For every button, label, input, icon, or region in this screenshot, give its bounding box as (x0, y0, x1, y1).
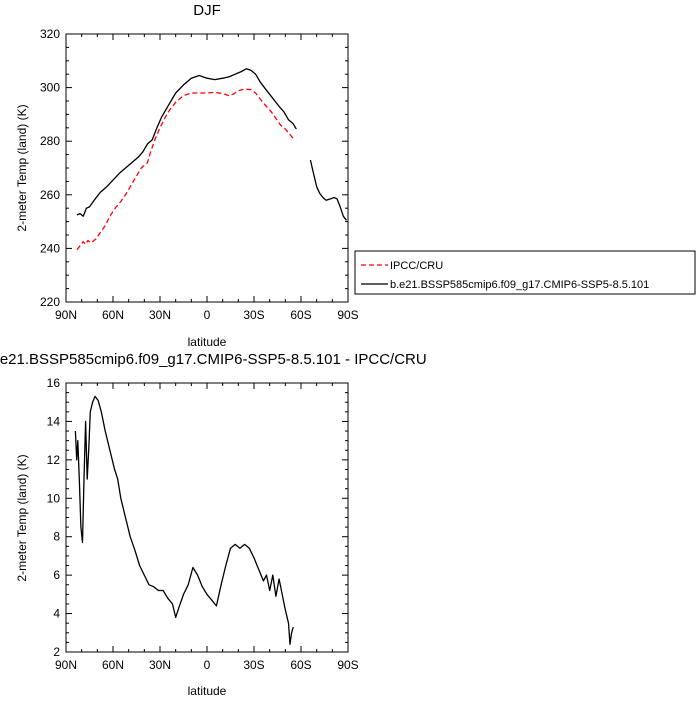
legend-label-ipcc-cru: IPCC/CRU (390, 260, 443, 272)
bottom-panel: b.e21.BSSP585cmip6.f09_g17.CMIP6-SSP5-8.… (0, 351, 427, 698)
bottom-y-tick-label: 16 (47, 376, 61, 390)
top-x-axis-label: latitude (188, 335, 227, 349)
top-y-tick-labels: 220 240 260 280 300 320 (40, 27, 348, 309)
top-series-line-0 (76, 88, 294, 251)
top-x-tick-labels: 90N 60N 30N 0 30S 60S 90S (55, 34, 359, 322)
legend-label-model: b.e21.BSSP585cmip6.f09_g17.CMIP6-SSP5-8.… (390, 279, 649, 291)
top-series-line-2 (309, 159, 347, 221)
bottom-y-tick-label: 8 (53, 530, 60, 544)
top-y-tick-label: 320 (40, 27, 60, 41)
top-y-tick-label: 240 (40, 241, 60, 255)
top-x-tick-label: 60S (290, 308, 311, 322)
bottom-y-tick-labels: 2 4 6 8 10 12 14 16 (47, 376, 348, 659)
bottom-series-lines (74, 395, 294, 645)
top-x-tick-label: 30N (149, 308, 171, 322)
top-x-tick-label: 30S (243, 308, 264, 322)
bottom-y-tick-label: 4 (53, 607, 60, 621)
bottom-x-tick-label: 30N (149, 658, 171, 672)
top-x-tick-label: 90S (337, 308, 358, 322)
bottom-x-tick-label: 90S (337, 658, 358, 672)
bottom-chart-title: b.e21.BSSP585cmip6.f09_g17.CMIP6-SSP5-8.… (0, 351, 427, 368)
top-y-tick-label: 260 (40, 188, 60, 202)
bottom-x-tick-label: 0 (204, 658, 211, 672)
bottom-y-tick-label: 14 (47, 414, 61, 428)
bottom-y-tick-label: 6 (53, 568, 60, 582)
bottom-y-tick-label: 10 (47, 491, 61, 505)
bottom-y-tick-label: 2 (53, 645, 60, 659)
bottom-y-axis-label: 2-meter Temp (land) (K) (15, 454, 29, 581)
bottom-x-tick-labels: 90N 60N 30N 0 30S 60S 90S (55, 383, 359, 672)
bottom-x-tick-label: 30S (243, 658, 264, 672)
legend-box (354, 250, 696, 295)
bottom-x-tick-label: 90N (55, 658, 77, 672)
top-y-axis-label: 2-meter Temp (land) (K) (15, 104, 29, 231)
bottom-y-tick-label: 12 (47, 453, 61, 467)
top-y-tick-label: 220 (40, 295, 60, 309)
top-y-tick-label: 280 (40, 134, 60, 148)
top-x-tick-label: 0 (204, 308, 211, 322)
top-series-line-1 (76, 68, 297, 217)
top-panel: DJF 90N 60N 30N 0 30S 60S 90S 220 240 260 280 300 3… (15, 2, 696, 349)
bottom-series-line-0 (74, 395, 294, 645)
top-y-tick-label: 300 (40, 81, 60, 95)
bottom-x-axis-label: latitude (188, 684, 227, 698)
legend: IPCC/CRU b.e21.BSSP585cmip6.f09_g17.CMIP… (354, 250, 696, 295)
top-series-lines (76, 68, 347, 251)
top-chart-title: DJF (193, 2, 221, 19)
top-x-tick-label: 60N (102, 308, 124, 322)
top-x-tick-label: 90N (55, 308, 77, 322)
bottom-x-tick-label: 60N (102, 658, 124, 672)
bottom-x-tick-label: 60S (290, 658, 311, 672)
top-plot-frame (65, 33, 349, 303)
bottom-plot-frame (65, 382, 349, 653)
